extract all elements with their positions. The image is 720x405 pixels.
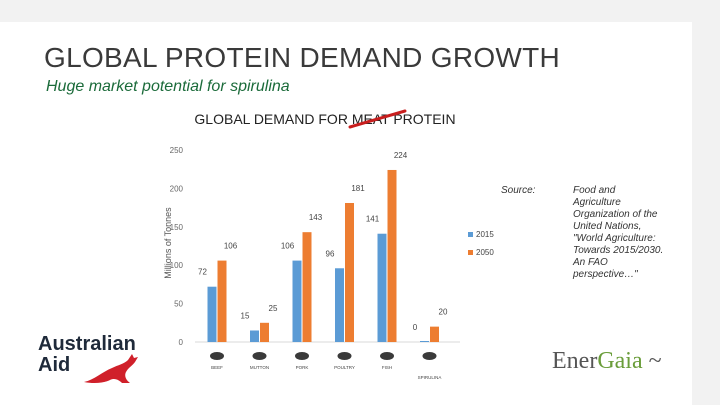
bar-2050-spirulina [430, 326, 439, 342]
energaia-logo-a: Ener [552, 348, 598, 374]
data-label: 141 [366, 215, 380, 224]
side-band [692, 0, 720, 405]
bar-2050-beef [217, 260, 227, 342]
bar-2015-fish [377, 233, 387, 342]
category-icon [422, 352, 437, 360]
bar-2015-beef [207, 286, 217, 342]
australian-aid-logo: Australian Aid [38, 334, 136, 376]
data-label: 0 [413, 323, 418, 332]
energaia-logo-b: Gaia [597, 348, 643, 374]
bar-2015-pork [292, 260, 302, 342]
y-tick-label: 100 [170, 261, 184, 270]
chart-title: GLOBAL DEMAND FOR MEAT PROTEIN [194, 111, 455, 127]
energaia-logo: EnerGaia ~ [552, 348, 662, 375]
bar-2050-mutton [260, 322, 269, 342]
y-tick-label: 0 [179, 338, 184, 347]
y-tick-label: 200 [170, 184, 184, 193]
bar-2015-mutton [250, 330, 259, 342]
data-label: 72 [198, 268, 207, 277]
category-icon [252, 352, 267, 360]
legend-swatch [468, 232, 473, 237]
legend-label: 2050 [476, 248, 494, 257]
data-label: 224 [394, 151, 408, 160]
bar-2015-poultry [335, 268, 344, 342]
bar-2050-pork [302, 232, 312, 342]
bar-2015-spirulina [420, 341, 429, 342]
x-tick-label: FISH [382, 365, 392, 370]
bar-2050-poultry [345, 202, 354, 342]
legend-swatch [468, 250, 473, 255]
category-icon [295, 352, 309, 360]
y-tick-label: 50 [174, 300, 183, 309]
energaia-logo-c: ~ [642, 348, 662, 374]
top-band [0, 0, 720, 22]
y-axis-label: Millions of Tonnes [163, 207, 173, 279]
category-icon [210, 352, 224, 360]
category-icon [337, 352, 352, 360]
chart-title-before: GLOBAL DEMAND FOR [194, 111, 351, 127]
chart-title-after: PROTEIN [389, 111, 455, 127]
slide-subtitle: Huge market potential for spirulina [46, 78, 290, 95]
legend-label: 2015 [476, 230, 494, 239]
data-label: 143 [309, 213, 323, 222]
strike-through-mark [348, 109, 407, 129]
bar-2050-fish [387, 169, 397, 342]
x-tick-label: BEEF [211, 365, 223, 370]
data-label: 106 [224, 242, 238, 251]
data-label: 181 [351, 184, 365, 193]
y-tick-label: 150 [170, 223, 184, 232]
australian-aid-line2: Aid [38, 354, 71, 376]
y-tick-label: 250 [170, 146, 184, 155]
data-label: 15 [241, 311, 250, 320]
x-tick-label: PORK [296, 365, 309, 370]
x-tick-label: SPIRULINA [418, 375, 442, 380]
source-text: Food and Agriculture Organization of the… [573, 185, 664, 280]
data-label: 96 [326, 249, 335, 258]
data-label: 25 [269, 304, 278, 313]
x-tick-label: POULTRY [334, 365, 355, 370]
data-label: 20 [439, 308, 448, 317]
x-tick-label: MUTTON [250, 365, 269, 370]
category-icon [380, 352, 394, 360]
source-label: Source: [501, 185, 536, 196]
kangaroo-icon [84, 354, 138, 384]
slide-title: GLOBAL PROTEIN DEMAND GROWTH [44, 42, 561, 73]
data-label: 106 [281, 242, 295, 251]
australian-aid-line1: Australian [38, 333, 136, 355]
